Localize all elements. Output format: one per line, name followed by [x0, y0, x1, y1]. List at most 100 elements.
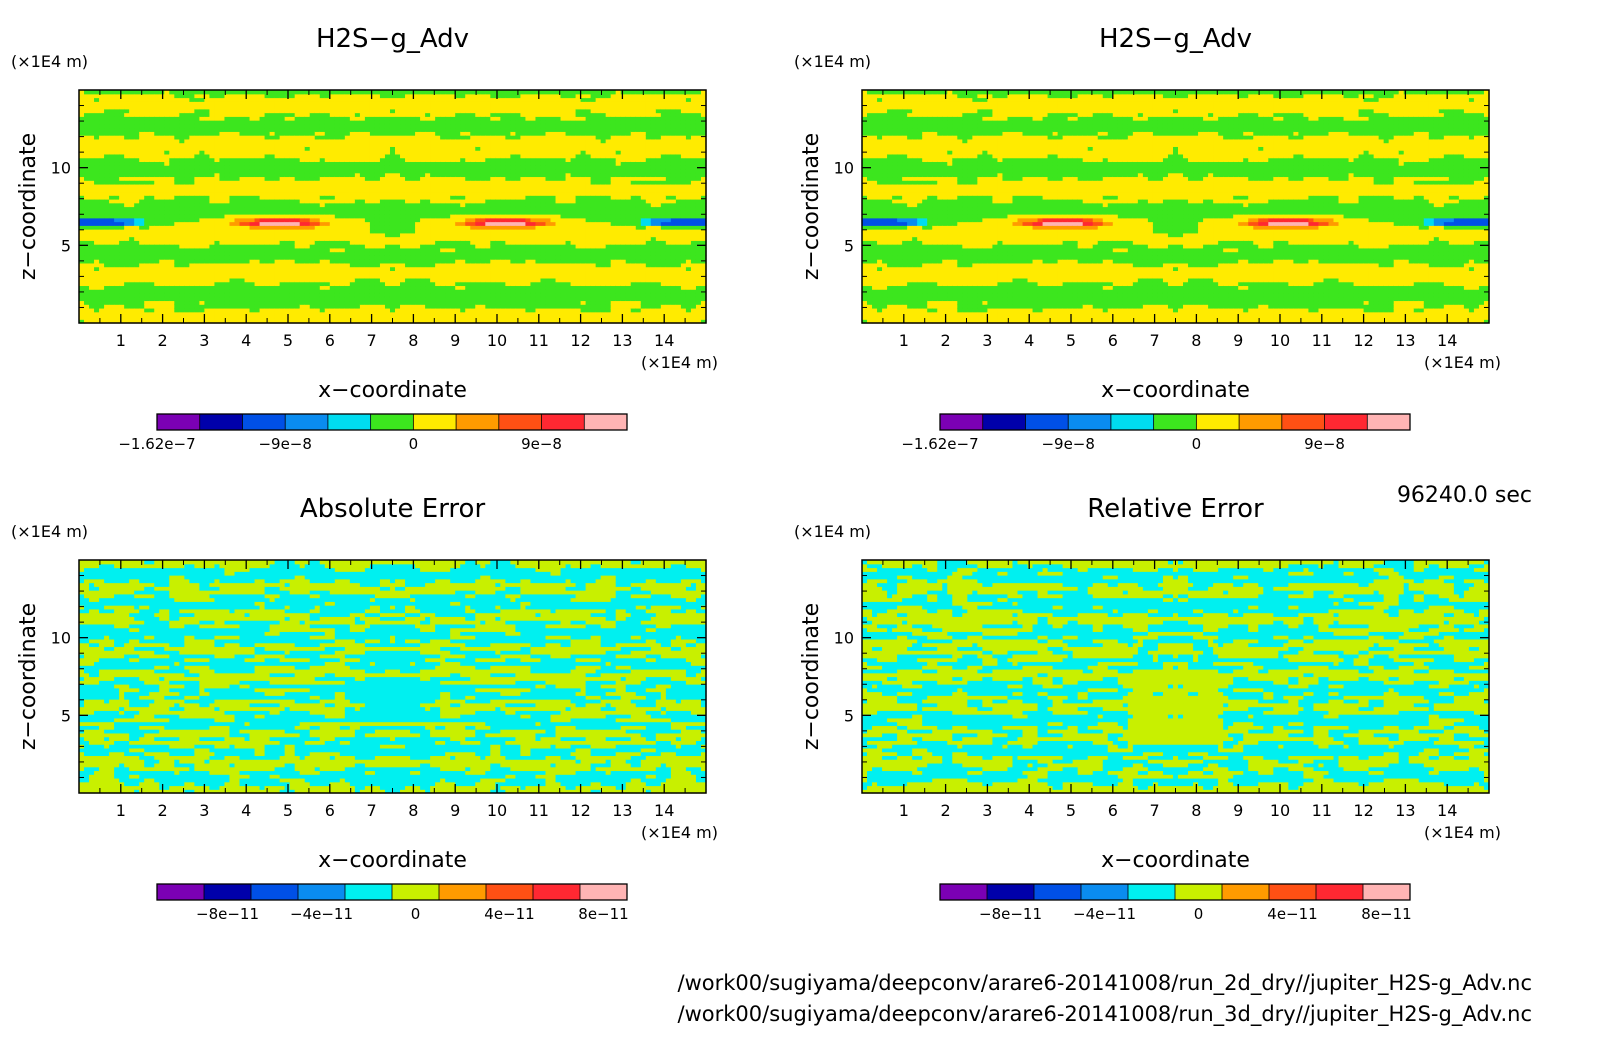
- x-tick-label: 3: [199, 331, 209, 350]
- x-tick-label: 14: [654, 331, 674, 350]
- x-tick-label: 8: [1191, 801, 1201, 820]
- panel-1: H2S−g_Adv(×1E4 m)1 2 3 4 5 6 7 8 9 10 11 12 13 14510(…: [11, 24, 718, 453]
- x-tick-label: 12: [570, 331, 590, 350]
- time-label: 96240.0 sec: [1397, 483, 1532, 508]
- y-unit-label: (×1E4 m): [11, 522, 88, 541]
- contour-field: [862, 90, 1490, 324]
- colorbar-bin: [251, 884, 298, 900]
- x-tick-label: 1: [116, 801, 126, 820]
- x-tick-label: 14: [1437, 331, 1457, 350]
- x-unit-label: (×1E4 m): [641, 353, 718, 372]
- y-tick-label: 5: [844, 236, 854, 255]
- x-tick-label: 11: [529, 331, 549, 350]
- x-tick-label: 1: [899, 331, 909, 350]
- contour-field: [862, 560, 1490, 794]
- colorbar-label: 0: [411, 905, 421, 923]
- y-tick-label: 5: [844, 706, 854, 725]
- panel-2: H2S−g_Adv(×1E4 m)1 2 3 4 5 6 7 8 9 10 11 12 13 14510(…: [794, 24, 1501, 453]
- y-axis-label: z−coordinate: [799, 603, 824, 750]
- colorbar-bin: [1282, 414, 1325, 430]
- x-tick-label: 13: [1395, 331, 1415, 350]
- colorbar-label: 9e−8: [521, 435, 562, 453]
- colorbar-bin: [285, 414, 328, 430]
- x-tick-label: 13: [612, 331, 632, 350]
- x-tick-label: 2: [941, 331, 951, 350]
- x-tick-label: 11: [1312, 801, 1332, 820]
- colorbar-label: 9e−8: [1304, 435, 1345, 453]
- colorbar-label: −1.62e−7: [118, 435, 195, 453]
- x-tick-label: 13: [612, 801, 632, 820]
- x-tick-label: 5: [283, 331, 293, 350]
- colorbar-bin: [1111, 414, 1154, 430]
- x-tick-label: 2: [158, 801, 168, 820]
- y-tick-label: 5: [61, 706, 71, 725]
- colorbar-bin: [1222, 884, 1269, 900]
- colorbar-bin: [1367, 414, 1410, 430]
- colorbar-bin: [983, 414, 1026, 430]
- x-tick-label: 1: [116, 331, 126, 350]
- colorbar-bin: [157, 884, 204, 900]
- colorbar-bin: [204, 884, 251, 900]
- colorbar-label: 4e−11: [1267, 905, 1317, 923]
- x-tick-label: 5: [1066, 801, 1076, 820]
- colorbar-label: −4e−11: [290, 905, 353, 923]
- colorbar-bin: [1363, 884, 1410, 900]
- x-tick-label: 8: [408, 331, 418, 350]
- colorbar-bin: [456, 414, 499, 430]
- y-tick-label: 10: [834, 159, 854, 178]
- colorbar-label: 0: [1194, 905, 1204, 923]
- x-tick-label: 3: [982, 801, 992, 820]
- colorbar-label: −9e−8: [1041, 435, 1094, 453]
- colorbar-bin: [1081, 884, 1128, 900]
- colorbar-bin: [439, 884, 486, 900]
- colorbar-bin: [499, 414, 542, 430]
- x-tick-label: 11: [529, 801, 549, 820]
- x-axis-label: x−coordinate: [1101, 378, 1250, 403]
- colorbar-bin: [328, 414, 371, 430]
- y-tick-label: 10: [51, 159, 71, 178]
- x-tick-label: 10: [487, 331, 507, 350]
- x-tick-label: 4: [241, 801, 251, 820]
- colorbar-bin: [298, 884, 345, 900]
- x-tick-label: 11: [1312, 331, 1332, 350]
- x-tick-label: 12: [1353, 331, 1373, 350]
- footer-line-2: /work00/sugiyama/deepconv/arare6-2014100…: [678, 1002, 1533, 1027]
- colorbar-bin: [1068, 414, 1111, 430]
- colorbar-label: −9e−8: [258, 435, 311, 453]
- colorbar-label: 0: [409, 435, 419, 453]
- colorbar-bin: [242, 414, 285, 430]
- colorbar-bin: [200, 414, 243, 430]
- panel-title: Relative Error: [1087, 494, 1264, 524]
- colorbar-bin: [584, 414, 627, 430]
- x-tick-label: 2: [941, 801, 951, 820]
- y-axis-label: z−coordinate: [799, 133, 824, 280]
- colorbar-label: −4e−11: [1073, 905, 1136, 923]
- x-tick-label: 10: [1270, 801, 1290, 820]
- y-unit-label: (×1E4 m): [794, 52, 871, 71]
- colorbar-bin: [987, 884, 1034, 900]
- colorbar-bin: [940, 414, 983, 430]
- y-tick-label: 5: [61, 236, 71, 255]
- colorbar-bin: [345, 884, 392, 900]
- x-tick-label: 14: [654, 801, 674, 820]
- x-tick-label: 3: [199, 801, 209, 820]
- colorbar-bin: [1025, 414, 1068, 430]
- x-tick-label: 6: [325, 331, 335, 350]
- x-tick-label: 7: [367, 801, 377, 820]
- x-tick-label: 10: [1270, 331, 1290, 350]
- panel-title: H2S−g_Adv: [1099, 24, 1252, 54]
- x-tick-label: 2: [158, 331, 168, 350]
- x-tick-label: 10: [487, 801, 507, 820]
- x-tick-label: 6: [1108, 331, 1118, 350]
- colorbar-bin: [1034, 884, 1081, 900]
- colorbar-bin: [1325, 414, 1368, 430]
- colorbar-bin: [533, 884, 580, 900]
- colorbar: −8e−11 −4e−11 0 4e−11 8e−11: [157, 884, 629, 923]
- x-tick-label: 6: [1108, 801, 1118, 820]
- x-axis-label: x−coordinate: [318, 378, 467, 403]
- panel-title: H2S−g_Adv: [316, 24, 469, 54]
- colorbar-label: 0: [1192, 435, 1202, 453]
- x-tick-label: 6: [325, 801, 335, 820]
- panel-4: Relative Error(×1E4 m)1 2 3 4 5 6 7 8 9 10 11 12 13 1…: [794, 494, 1501, 923]
